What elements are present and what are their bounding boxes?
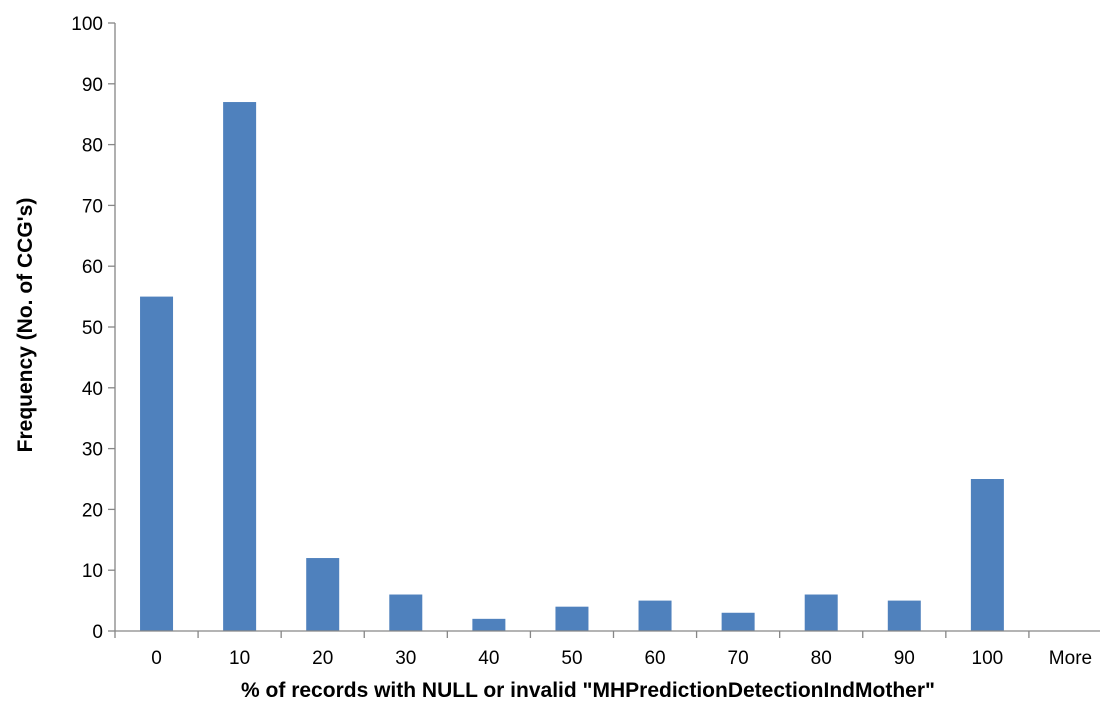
y-tick-label: 100 bbox=[71, 14, 103, 35]
bar-0 bbox=[140, 296, 174, 631]
x-tick-label: 50 bbox=[561, 648, 582, 669]
bar-80 bbox=[804, 594, 838, 631]
x-tick-label: More bbox=[1049, 648, 1092, 669]
x-tick-label: 40 bbox=[478, 648, 499, 669]
bar-30 bbox=[389, 594, 423, 631]
bars bbox=[140, 102, 1004, 632]
y-tick-label: 30 bbox=[82, 440, 103, 461]
x-tick-label: 90 bbox=[894, 648, 915, 669]
x-tick-label: 60 bbox=[644, 648, 665, 669]
bar-40 bbox=[472, 618, 506, 631]
bar-50 bbox=[555, 606, 589, 631]
x-axis-ticks: 0 10 20 30 40 50 60 70 80 90 100 More bbox=[114, 631, 1092, 669]
x-tick-label: 10 bbox=[229, 648, 250, 669]
x-tick-label: 30 bbox=[395, 648, 416, 669]
y-tick-label: 40 bbox=[82, 379, 103, 400]
y-tick-label: 90 bbox=[82, 75, 103, 96]
bar-10 bbox=[223, 102, 257, 632]
y-tick-label: 20 bbox=[82, 500, 103, 521]
y-tick-label: 70 bbox=[82, 196, 103, 217]
bar-20 bbox=[306, 558, 340, 631]
bar-90 bbox=[887, 600, 921, 631]
y-axis-title: Frequency (No. of CCG's) bbox=[14, 198, 37, 453]
x-tick-label: 20 bbox=[312, 648, 333, 669]
x-axis-title: % of records with NULL or invalid "MHPre… bbox=[241, 679, 935, 702]
x-tick-label: 80 bbox=[811, 648, 832, 669]
y-tick-label: 0 bbox=[92, 622, 103, 643]
y-axis-ticks: 0 10 20 30 40 50 60 70 80 90 100 bbox=[71, 14, 115, 643]
y-tick-label: 60 bbox=[82, 257, 103, 278]
x-tick-label: 70 bbox=[728, 648, 749, 669]
x-tick-label: 0 bbox=[151, 648, 162, 669]
bar-100 bbox=[970, 479, 1004, 631]
bar-70 bbox=[721, 612, 755, 631]
x-tick-label: 100 bbox=[972, 648, 1004, 669]
y-tick-label: 10 bbox=[82, 561, 103, 582]
y-tick-label: 80 bbox=[82, 136, 103, 157]
y-tick-label: 50 bbox=[82, 318, 103, 339]
bar-60 bbox=[638, 600, 672, 631]
